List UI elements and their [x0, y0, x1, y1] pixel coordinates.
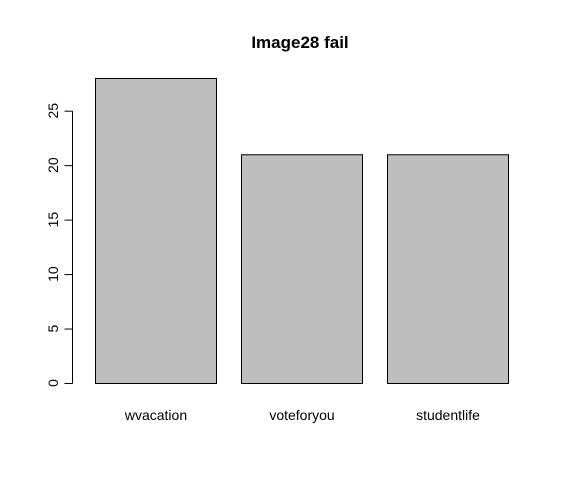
x-axis-labels: wvacation voteforyou studentlife	[124, 407, 480, 423]
y-tick-label: 5	[45, 324, 61, 332]
bar-voteforyou	[241, 154, 363, 384]
y-tick-label: 15	[45, 212, 61, 228]
bar-wvacation	[95, 78, 217, 384]
bars	[95, 78, 509, 384]
y-tick-label: 10	[45, 266, 61, 282]
bar-studentlife	[387, 154, 509, 384]
y-tick-label: 25	[45, 103, 61, 119]
x-tick-label: studentlife	[416, 407, 480, 423]
y-tick-label: 20	[45, 157, 61, 173]
x-tick-label: voteforyou	[269, 407, 334, 423]
x-tick-label: wvacation	[124, 407, 187, 423]
chart-title: Image28 fail	[251, 33, 348, 52]
y-tick-label: 0	[45, 379, 61, 387]
y-axis: 0 5 10 15 20 25	[45, 103, 73, 387]
